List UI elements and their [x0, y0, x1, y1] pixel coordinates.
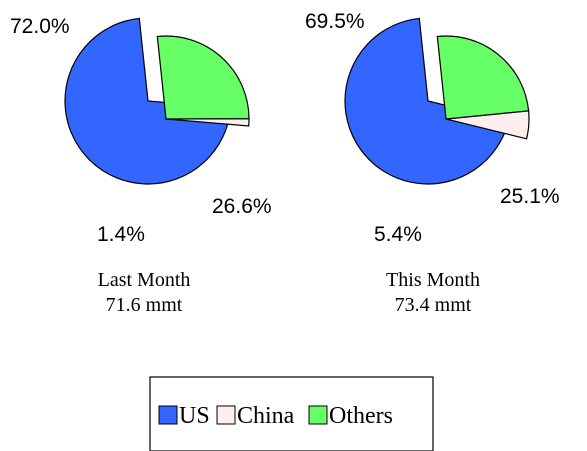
label-others-last-month: 26.6%: [212, 195, 272, 218]
label-china-last-month: 1.4%: [97, 223, 145, 246]
legend-swatch-china: [216, 405, 236, 425]
label-others-this-month: 25.1%: [500, 185, 560, 208]
caption-last-month-volume: 71.6 mmt: [106, 294, 183, 316]
legend-label-china: China: [237, 403, 295, 429]
pie-chart-last-month: 72.0% 1.4% 26.6% Last Month 71.6 mmt: [10, 15, 272, 316]
pie-slice-us-this-month: [344, 17, 510, 185]
pie-slice-others-last-month: [156, 35, 250, 120]
caption-this-month: This Month: [386, 269, 480, 291]
pie-slice-others-this-month: [436, 35, 530, 120]
pie-chart-this-month: 69.5% 5.4% 25.1% This Month 73.4 mmt: [305, 10, 560, 316]
label-china-this-month: 5.4%: [374, 223, 422, 246]
caption-this-month-volume: 73.4 mmt: [395, 294, 472, 316]
label-us-last-month: 72.0%: [10, 15, 70, 38]
legend-label-us: US: [179, 403, 210, 429]
label-us-this-month: 69.5%: [305, 10, 365, 33]
legend-swatch-others: [308, 405, 328, 425]
legend-swatch-us: [158, 405, 178, 425]
pie-slice-us-last-month: [64, 17, 232, 185]
legend-label-others: Others: [329, 403, 393, 429]
legend: US China Others: [149, 376, 434, 451]
legend-box: [149, 376, 434, 451]
caption-last-month: Last Month: [98, 269, 191, 291]
